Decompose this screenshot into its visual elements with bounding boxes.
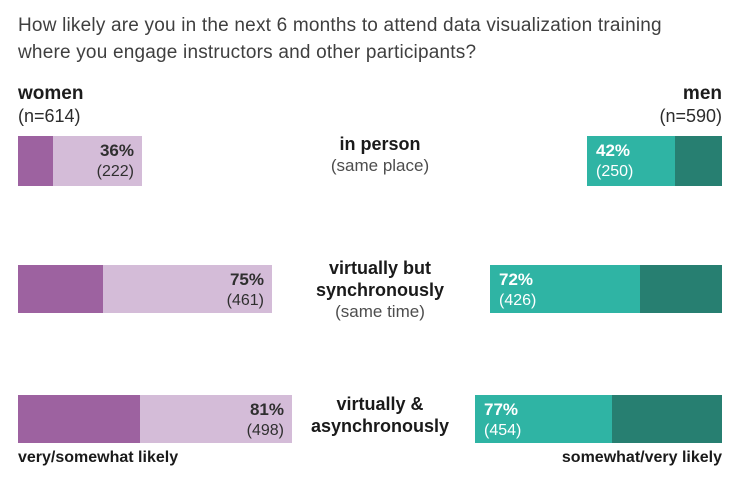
bar-label-women-virtually-asynchronously: 81% (498) — [247, 399, 284, 441]
category-sub-virtually-synchronously: (same time) — [335, 302, 425, 321]
count-men-in-person: (250) — [596, 163, 634, 180]
category-name-virtually-asynchronously: virtually & asynchronously — [310, 394, 450, 436]
bar-label-women-virtually-synchronously: 75% (461) — [227, 269, 264, 311]
bar-label-men-virtually-asynchronously: 77% (454) — [484, 399, 521, 441]
pct-men-in-person: 42% — [596, 141, 631, 160]
segment-women-very-in-person — [18, 136, 53, 186]
category-sub-in-person: (same place) — [330, 156, 430, 175]
bar-men-virtually-asynchronously: 77% (454) — [475, 395, 722, 443]
pct-women-in-person: 36% — [99, 141, 134, 160]
axis-note-very-somewhat-likely: very/somewhat likely — [18, 449, 179, 466]
men-group-name: men — [682, 83, 722, 104]
bar-label-men-in-person: 42% (250) — [596, 140, 633, 182]
bar-women-virtually-asynchronously: 81% (498) — [18, 395, 292, 443]
category-name-in-person: in person — [339, 134, 421, 154]
segment-men-very-in-person — [675, 136, 722, 186]
category-label-virtually-synchronously: virtually but synchronously (same time) — [280, 257, 480, 323]
category-label-in-person: in person (same place) — [280, 133, 480, 177]
women-sample-size: (n=614) — [18, 106, 81, 126]
count-women-virtually-asynchronously: (498) — [246, 422, 284, 439]
category-label-virtually-asynchronously: virtually & asynchronously — [280, 393, 480, 437]
pct-women-virtually-synchronously: 75% — [229, 270, 264, 289]
count-men-virtually-asynchronously: (454) — [484, 422, 522, 439]
count-women-virtually-synchronously: (461) — [226, 292, 264, 309]
count-women-in-person: (222) — [96, 163, 134, 180]
segment-men-very-virtually-asynchronously — [612, 395, 722, 443]
bar-label-men-virtually-synchronously: 72% (426) — [499, 269, 536, 311]
bar-label-women-in-person: 36% (222) — [97, 140, 134, 182]
pct-women-virtually-asynchronously: 81% — [249, 400, 284, 419]
bar-men-virtually-synchronously: 72% (426) — [490, 265, 722, 313]
men-group-header: men (n=590) — [659, 82, 722, 128]
men-sample-size: (n=590) — [659, 106, 722, 126]
count-men-virtually-synchronously: (426) — [499, 292, 537, 309]
segment-women-very-virtually-synchronously — [18, 265, 103, 313]
pct-men-virtually-asynchronously: 77% — [484, 400, 519, 419]
segment-women-very-virtually-asynchronously — [18, 395, 140, 443]
bar-men-in-person: 42% (250) — [587, 136, 722, 186]
chart-title-line2: where you engage instructors and other p… — [18, 42, 477, 63]
women-group-header: women (n=614) — [18, 82, 83, 128]
axis-note-somewhat-very-likely: somewhat/very likely — [561, 449, 722, 466]
category-name-virtually-synchronously: virtually but synchronously — [315, 258, 445, 300]
women-group-name: women — [18, 83, 84, 104]
chart-title: How likely are you in the next 6 months … — [18, 12, 738, 66]
bar-women-in-person: 36% (222) — [18, 136, 142, 186]
segment-men-very-virtually-synchronously — [640, 265, 722, 313]
bar-women-virtually-synchronously: 75% (461) — [18, 265, 272, 313]
pct-men-virtually-synchronously: 72% — [499, 270, 534, 289]
chart-title-line1: How likely are you in the next 6 months … — [18, 15, 662, 36]
